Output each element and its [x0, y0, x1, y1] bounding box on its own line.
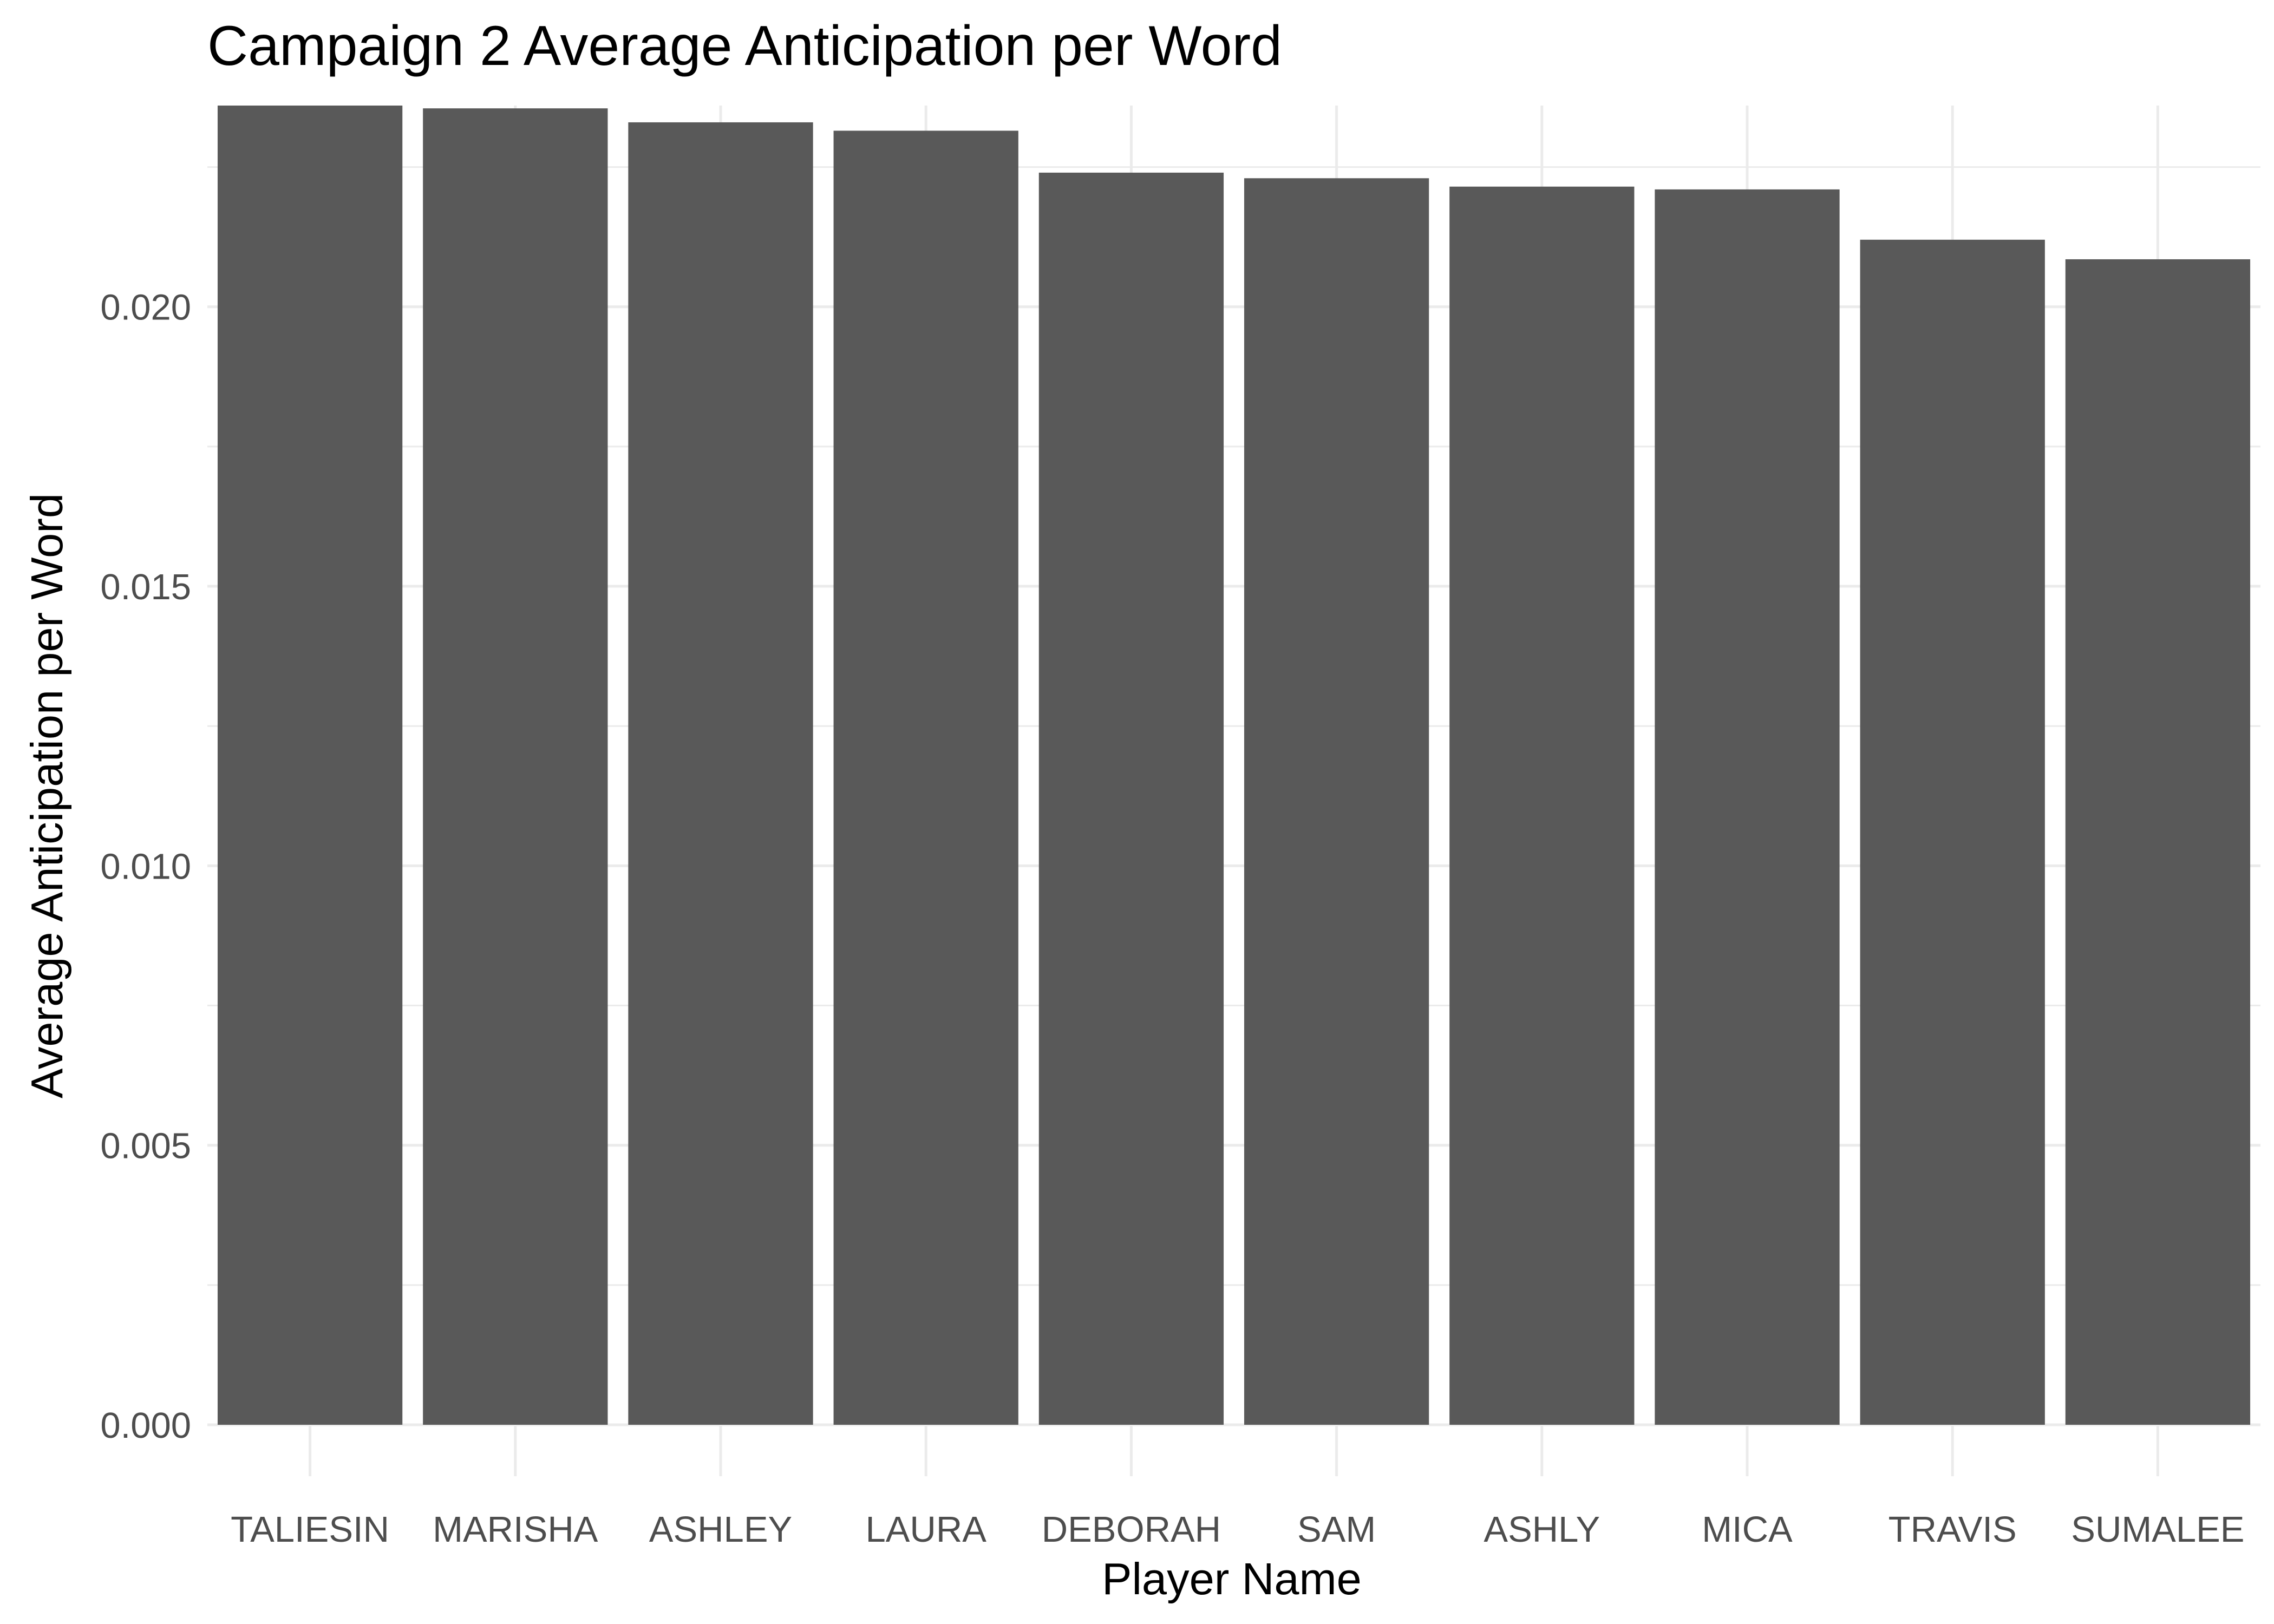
- x-axis-ticks: TALIESIN MARISHA ASHLEY LAURA DEBORAH SAM ASHL…: [231, 1509, 2244, 1550]
- x-tick-label: MICA: [1702, 1509, 1793, 1550]
- x-tick-label: LAURA: [865, 1509, 986, 1550]
- x-tick-label: ASHLY: [1484, 1509, 1600, 1550]
- x-tick-label: SUMALEE: [2071, 1509, 2244, 1550]
- x-tick-label: MARISHA: [433, 1509, 598, 1550]
- bar-ashley: [628, 122, 813, 1425]
- y-tick-label: 0.015: [100, 567, 191, 607]
- chart-title: Campaign 2 Average Anticipation per Word: [207, 15, 1282, 77]
- bar-marisha: [423, 108, 608, 1425]
- x-tick-label: TALIESIN: [231, 1509, 389, 1550]
- y-tick-label: 0.010: [100, 846, 191, 887]
- bar-taliesin: [217, 106, 403, 1425]
- bar-deborah: [1038, 172, 1224, 1425]
- bar-laura: [833, 130, 1018, 1425]
- bar-sam: [1244, 178, 1429, 1425]
- bar-travis: [1860, 239, 2045, 1425]
- x-tick-label: DEBORAH: [1042, 1509, 1221, 1550]
- bar-sumalee: [2065, 259, 2251, 1425]
- y-tick-label: 0.000: [100, 1405, 191, 1446]
- x-axis-title: Player Name: [1102, 1554, 1362, 1604]
- bars: [217, 106, 2251, 1425]
- x-tick-label: TRAVIS: [1889, 1509, 2017, 1550]
- y-tick-label: 0.005: [100, 1126, 191, 1167]
- y-axis-title: Average Anticipation per Word: [22, 493, 72, 1098]
- bar-ashly: [1449, 186, 1635, 1425]
- y-axis-ticks: 0.000 0.005 0.010 0.015 0.020: [100, 287, 191, 1446]
- x-tick-label: ASHLEY: [649, 1509, 792, 1550]
- y-tick-label: 0.020: [100, 287, 191, 328]
- bar-mica: [1655, 189, 1840, 1425]
- x-tick-label: SAM: [1297, 1509, 1376, 1550]
